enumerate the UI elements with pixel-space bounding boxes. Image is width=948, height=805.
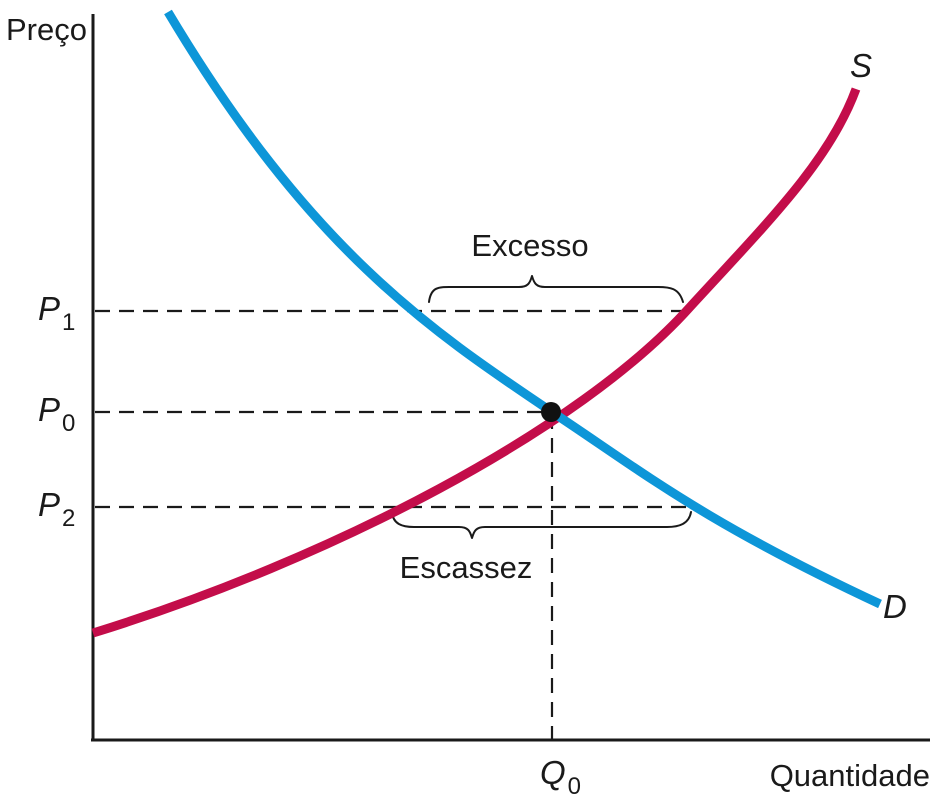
- demand-label: D: [883, 588, 907, 625]
- price-label-p0: P0: [38, 391, 75, 437]
- demand-curve: [168, 12, 880, 604]
- price-letter: P: [38, 290, 60, 327]
- quantity-letter: Q: [540, 754, 566, 791]
- price-subscript: 0: [62, 410, 75, 437]
- x-axis-label: Quantidade: [770, 758, 930, 793]
- equilibrium-point: [541, 402, 561, 422]
- price-label-p1: P1: [38, 290, 75, 336]
- price-subscript: 2: [62, 505, 75, 532]
- shortage-brace: [392, 512, 691, 538]
- shortage-label: Escassez: [400, 550, 533, 585]
- excess-label: Excesso: [471, 228, 588, 263]
- quantity-label-q0: Q0: [540, 754, 581, 800]
- price-letter: P: [38, 486, 60, 523]
- excess-brace: [429, 276, 683, 302]
- supply-label: S: [850, 47, 872, 84]
- price-label-p2: P2: [38, 486, 75, 532]
- price-letter: P: [38, 391, 60, 428]
- y-axis-label: Preço: [6, 12, 87, 47]
- quantity-subscript: 0: [568, 773, 581, 800]
- price-subscript: 1: [62, 309, 75, 336]
